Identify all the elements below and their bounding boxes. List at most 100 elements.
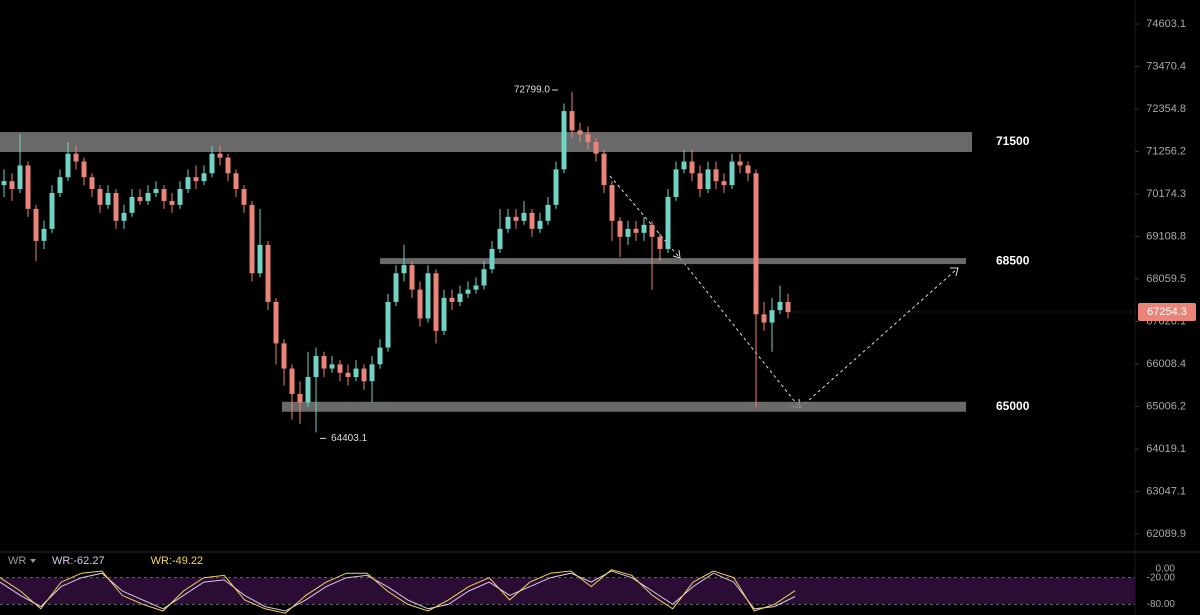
candle-body bbox=[561, 111, 567, 170]
candle-body bbox=[57, 177, 63, 193]
indicator-tick-label: 0.00 bbox=[1156, 563, 1176, 574]
legend-entry: WR:-49.22 bbox=[151, 555, 204, 567]
candle-body bbox=[729, 161, 735, 186]
indicator-title: WR bbox=[8, 555, 26, 567]
y-tick-label: 64019.1 bbox=[1146, 443, 1186, 455]
candle-body bbox=[393, 273, 399, 302]
candle-body bbox=[25, 165, 31, 209]
candle-body bbox=[537, 220, 543, 229]
projection-arrows bbox=[609, 175, 959, 409]
candle-body bbox=[121, 212, 127, 221]
candle-body bbox=[233, 173, 239, 190]
annotation-label: 72799.0 bbox=[514, 85, 551, 96]
candle-body bbox=[265, 244, 271, 302]
candle-body bbox=[425, 273, 431, 319]
candle-body bbox=[473, 285, 479, 290]
indicator-dropdown[interactable] bbox=[30, 559, 36, 563]
indicator-tick-label: -20.00 bbox=[1147, 572, 1176, 583]
candle-body bbox=[65, 153, 71, 178]
last-price-box bbox=[1138, 303, 1196, 322]
level-zone bbox=[282, 401, 966, 412]
y-tick-label: 69108.8 bbox=[1146, 230, 1186, 242]
candle-body bbox=[281, 343, 287, 369]
candle-body bbox=[321, 355, 327, 369]
candle-body bbox=[217, 153, 223, 158]
candle-body bbox=[417, 289, 423, 319]
candle-body bbox=[9, 181, 15, 190]
candle-body bbox=[777, 301, 783, 311]
candle-body bbox=[497, 228, 503, 249]
candle-body bbox=[329, 364, 335, 369]
candle-body bbox=[289, 368, 295, 394]
candle-body bbox=[457, 293, 463, 302]
candle-body bbox=[577, 130, 583, 135]
candle-body bbox=[521, 212, 527, 221]
candles bbox=[1, 92, 791, 433]
candle-body bbox=[49, 192, 55, 229]
candle-body bbox=[513, 216, 519, 221]
candle-body bbox=[33, 208, 39, 241]
candle-body bbox=[41, 228, 47, 241]
y-tick-label: 73470.4 bbox=[1146, 60, 1186, 72]
annotation-label: 64403.1 bbox=[331, 433, 368, 444]
y-tick-label: 74603.1 bbox=[1146, 18, 1186, 30]
candle-body bbox=[617, 220, 623, 237]
candle-body bbox=[89, 177, 95, 190]
candle-body bbox=[601, 153, 607, 186]
candle-body bbox=[201, 173, 207, 182]
candle-body bbox=[553, 169, 559, 205]
level-label: 65000 bbox=[996, 399, 1030, 413]
candle-body bbox=[665, 196, 671, 249]
y-tick-label: 68059.5 bbox=[1146, 273, 1186, 285]
candle-body bbox=[697, 173, 703, 190]
candle-body bbox=[313, 355, 319, 378]
candle-body bbox=[529, 212, 535, 229]
level-label: 71500 bbox=[996, 134, 1030, 148]
candle-body bbox=[17, 165, 23, 190]
candle-body bbox=[145, 192, 151, 201]
candle-body bbox=[169, 200, 175, 205]
candle-body bbox=[105, 192, 111, 205]
candle-body bbox=[641, 224, 647, 233]
arrow-head bbox=[950, 267, 959, 277]
candle-body bbox=[185, 177, 191, 190]
candle-body bbox=[97, 189, 103, 205]
candle-body bbox=[737, 161, 743, 166]
y-tick-label: 63047.1 bbox=[1146, 485, 1186, 497]
candle-body bbox=[745, 165, 751, 174]
candle-body bbox=[753, 173, 759, 315]
candle-body bbox=[401, 265, 407, 274]
candle-body bbox=[633, 228, 639, 233]
candle-body bbox=[409, 265, 415, 290]
candle-body bbox=[449, 297, 455, 302]
candle-body bbox=[153, 189, 159, 193]
candle-body bbox=[361, 368, 367, 382]
candle-body bbox=[73, 153, 79, 162]
candle-body bbox=[673, 169, 679, 197]
candle-body bbox=[137, 196, 143, 201]
candle-body bbox=[489, 248, 495, 270]
y-tick-label: 71256.2 bbox=[1146, 145, 1186, 157]
candle-body bbox=[113, 192, 119, 221]
candle-body bbox=[785, 301, 791, 313]
candle-body bbox=[225, 157, 231, 174]
candle-body bbox=[273, 301, 279, 344]
candle-body bbox=[193, 177, 199, 182]
candle-body bbox=[297, 393, 303, 403]
legend-entry: WR:-62.27 bbox=[52, 555, 105, 567]
level-label: 68500 bbox=[996, 253, 1030, 267]
candle-body bbox=[713, 169, 719, 182]
level-zone bbox=[0, 132, 972, 153]
candle-body bbox=[369, 364, 375, 382]
candle-body bbox=[257, 244, 263, 274]
candle-body bbox=[481, 269, 487, 286]
candle-body bbox=[545, 204, 551, 221]
candle-body bbox=[625, 228, 631, 237]
indicator-line bbox=[0, 569, 796, 614]
candle-body bbox=[305, 377, 311, 403]
candle-body bbox=[209, 153, 215, 174]
y-tick-label: 72354.8 bbox=[1146, 103, 1186, 115]
candle-body bbox=[569, 111, 575, 131]
